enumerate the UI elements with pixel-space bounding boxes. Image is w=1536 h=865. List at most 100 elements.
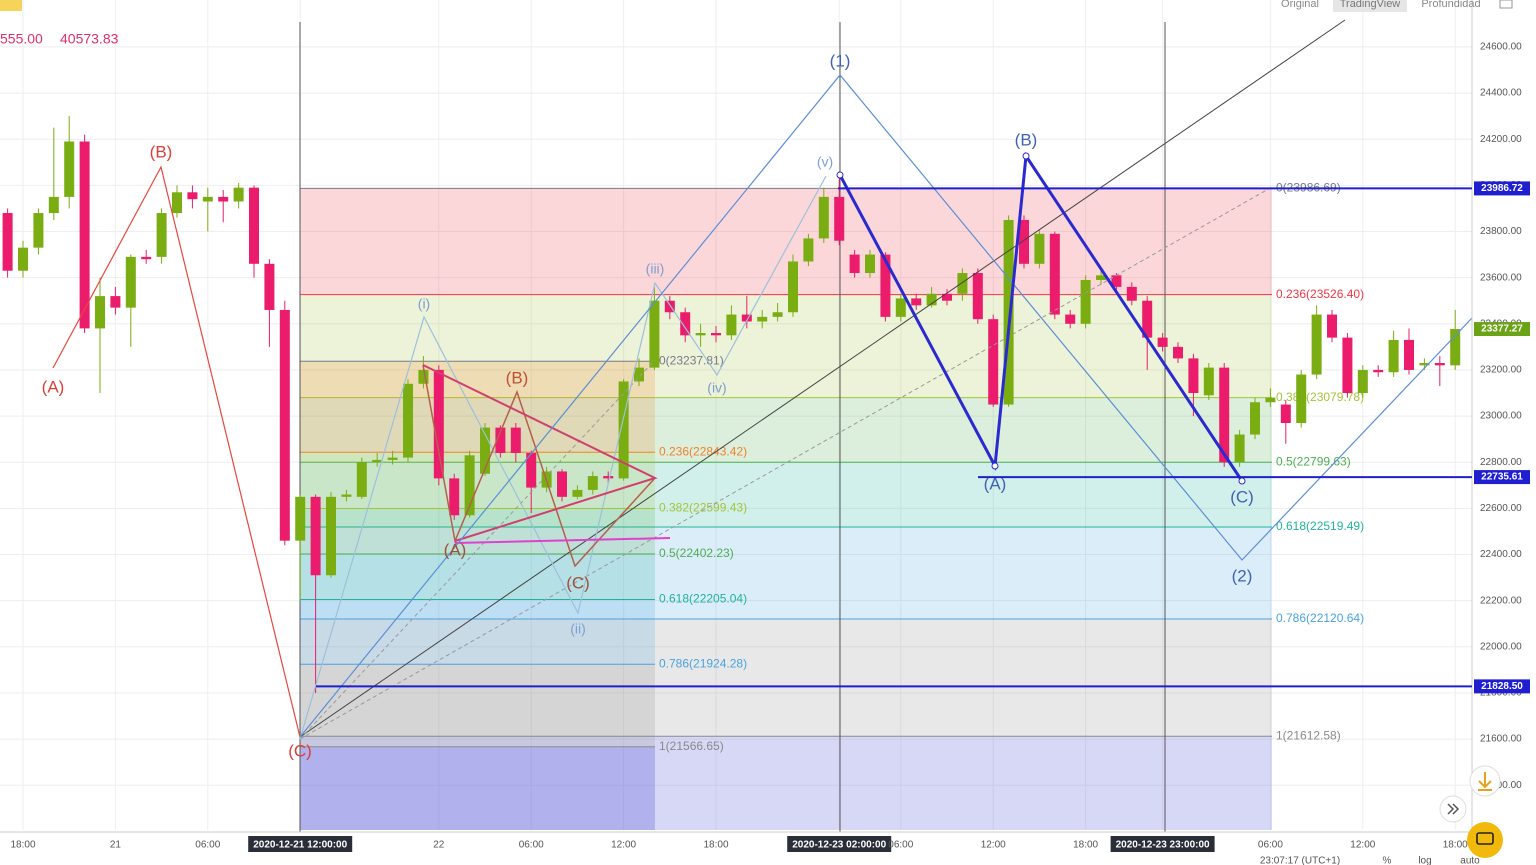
candle-body: [1188, 358, 1199, 394]
candle-body: [218, 196, 229, 202]
price-tag-label: 21828.50: [1481, 681, 1523, 692]
candle-body: [326, 496, 337, 576]
tab[interactable]: TradingView: [1340, 0, 1401, 10]
candle-body: [449, 478, 460, 516]
fib-band: [300, 361, 655, 453]
candle-body: [772, 312, 783, 317]
candle-body: [957, 273, 968, 294]
wave-label: (B): [1015, 130, 1038, 149]
candle-body: [895, 298, 906, 317]
candle-body: [1111, 275, 1122, 287]
fib-label: 0.236(23526.40): [1276, 287, 1364, 301]
wave-label: (i): [418, 296, 430, 312]
candle-body: [1065, 314, 1076, 324]
candle-body: [849, 254, 860, 274]
chat-button[interactable]: [1467, 822, 1503, 858]
wave-label: (C): [566, 573, 590, 592]
fib-band: [300, 618, 1272, 737]
candle-body: [295, 496, 306, 541]
price-tag: [1474, 679, 1530, 694]
candle-body: [1019, 219, 1030, 264]
y-tick-label: 24200.00: [1480, 134, 1522, 145]
y-tick-label: 23800.00: [1480, 226, 1522, 237]
candle-body: [95, 296, 106, 329]
candle-body: [726, 314, 737, 336]
scale-button[interactable]: log: [1418, 856, 1431, 865]
candle-body: [711, 333, 722, 336]
candle-body: [433, 369, 444, 479]
candle-body: [1296, 374, 1307, 424]
candle-body: [341, 494, 352, 497]
triangle: [422, 364, 658, 542]
candle-body: [1003, 219, 1014, 405]
candle-body: [741, 314, 752, 322]
y-tick-label: 22400.00: [1480, 549, 1522, 560]
candle-body: [1142, 300, 1153, 338]
candle-body: [880, 254, 891, 317]
x-tick-label: 06:00: [195, 840, 220, 851]
fib-trend: [299, 359, 656, 740]
x-tick-label: 06:00: [519, 840, 544, 851]
candle-body: [1327, 314, 1338, 338]
y-tick-label: 23200.00: [1480, 365, 1522, 376]
candle-body: [911, 298, 922, 306]
candle-body: [1265, 397, 1276, 403]
anchor: [1022, 152, 1030, 160]
candle-body: [526, 452, 537, 488]
clock: 23:07:17 (UTC+1): [1260, 856, 1340, 865]
candle-body: [1173, 346, 1184, 359]
fullscreen-icon[interactable]: [1499, 0, 1513, 9]
x-tick-label: 12:00: [611, 840, 636, 851]
fib-label: 1(21566.65): [659, 739, 724, 753]
candle-body: [1450, 329, 1461, 366]
anchor: [991, 462, 999, 470]
fib-label: 0.618(22519.49): [1276, 519, 1364, 533]
candle-body: [865, 254, 876, 274]
scale-button[interactable]: auto: [1460, 856, 1480, 865]
wave-label: (v): [817, 154, 833, 170]
x-tick-label: 12:00: [981, 840, 1006, 851]
wave-labels: (A) (B) (C) (B) (A) (C) (i) (ii) (iii) (…: [42, 51, 1254, 760]
wave-label: (C): [1230, 487, 1254, 506]
fib-band: [300, 736, 1272, 830]
wave-label: (B): [506, 368, 529, 387]
fib-band: [300, 397, 1272, 463]
scale-button[interactable]: %: [1383, 856, 1392, 865]
candle-body: [1250, 402, 1261, 435]
wave-abc: [838, 151, 1244, 482]
tab[interactable]: Original: [1281, 0, 1319, 10]
candle-body: [264, 263, 275, 310]
candle-body: [202, 196, 213, 202]
candle-body: [664, 300, 675, 313]
candle-body: [603, 476, 614, 479]
fib-band: [300, 553, 655, 600]
fib-band: [300, 462, 1272, 527]
candle-body: [356, 462, 367, 497]
candle-body: [1080, 279, 1091, 324]
candle-body: [1404, 339, 1415, 370]
fib-label: 0.786(21924.28): [659, 656, 747, 670]
candle-body: [156, 213, 167, 257]
menu-icon[interactable]: [0, 0, 22, 11]
fib-label: 0.382(22599.43): [659, 501, 747, 515]
fib-band: [300, 508, 655, 554]
x-tick-highlight: [787, 836, 892, 852]
candle-body: [1388, 339, 1399, 373]
fib-band: [300, 664, 655, 747]
chat-icon: [1476, 832, 1494, 845]
candle-body: [1234, 434, 1245, 463]
y-tick-label: 21400.00: [1480, 780, 1522, 791]
tab[interactable]: Profundidad: [1421, 0, 1480, 10]
fib-label: 0.5(22402.23): [659, 546, 734, 560]
x-tick-label: 06:00: [1258, 840, 1283, 851]
candle-body: [1126, 286, 1137, 301]
candle-body: [141, 256, 152, 260]
candle-body: [1311, 314, 1322, 375]
x-tick-label: 2020-12-23 23:00:00: [1116, 840, 1210, 851]
y-tick-label: 22600.00: [1480, 503, 1522, 514]
candle-body: [1157, 337, 1168, 347]
